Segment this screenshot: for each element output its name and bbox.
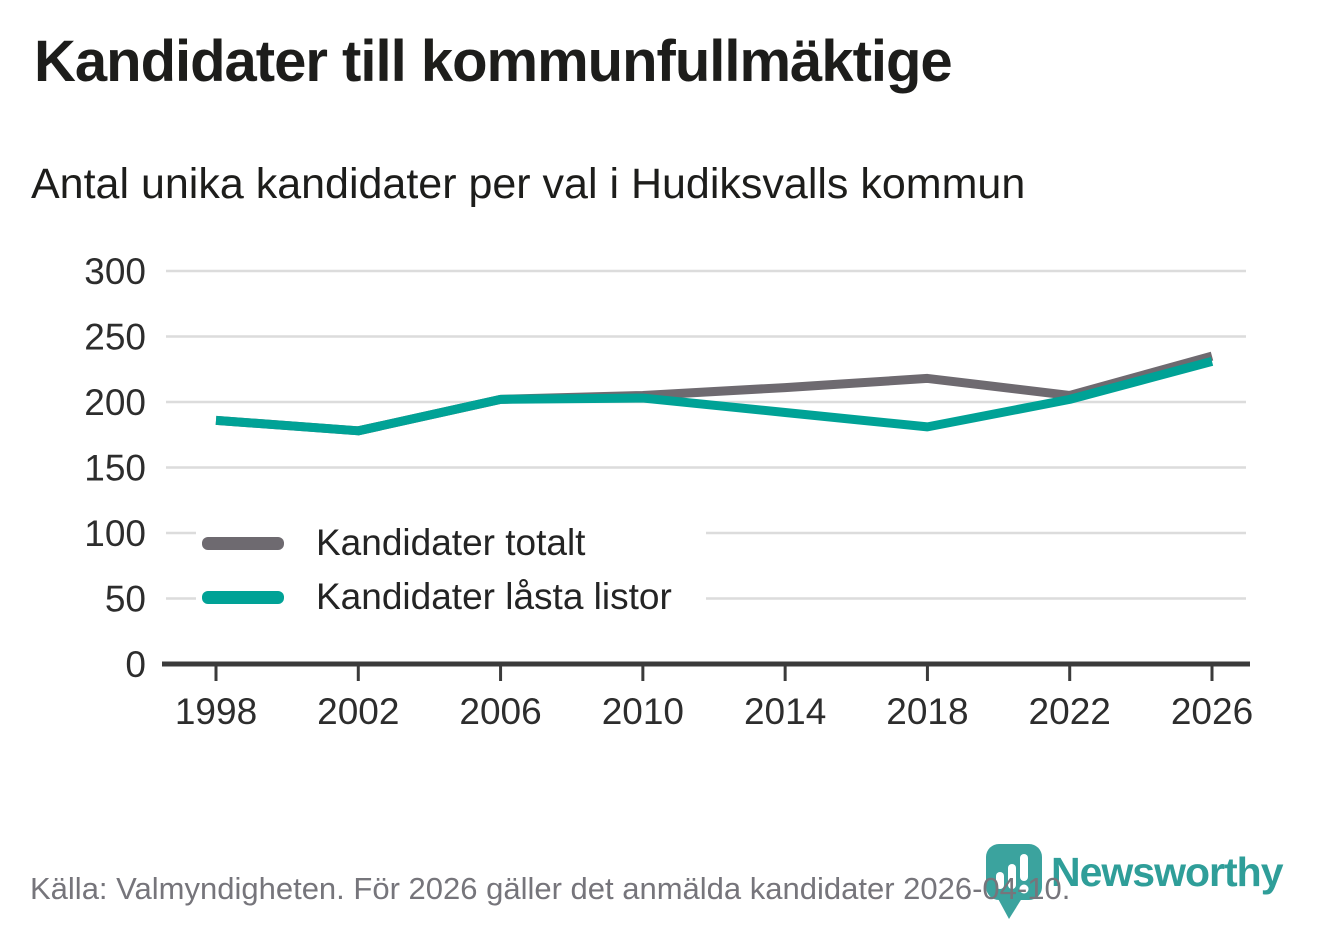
data-lines (215, 351, 1214, 436)
x-tick-label: 2018 (886, 691, 968, 732)
line-chart-canvas: 0 50 100 150 200 250 300 1998 2002 2006 2010 2014 20… (84, 251, 1253, 732)
legend-item-lasta-listor: Kandidater låsta listor (202, 576, 672, 618)
x-axis (162, 661, 1250, 681)
legend-item-totalt: Kandidater totalt (202, 522, 672, 564)
y-tick-label: 150 (84, 448, 146, 489)
legend-label-totalt: Kandidater totalt (316, 522, 586, 563)
line-kandidater-lasta-listor (215, 357, 1214, 436)
newsworthy-wordmark: Newsworthy (1051, 849, 1283, 895)
y-tick-label: 250 (84, 317, 146, 358)
logo-exclamation-dot (1019, 884, 1029, 894)
y-tick-label: 200 (84, 382, 146, 423)
x-tick-label: 2002 (317, 691, 399, 732)
x-axis-labels: 1998 2002 2006 2010 2014 2018 2022 2026 (175, 691, 1253, 732)
page-title: Kandidater till kommunfullmäktige (34, 29, 953, 94)
x-tick-label: 2022 (1029, 691, 1111, 732)
x-tick-label: 1998 (175, 691, 257, 732)
x-tick-label: 2010 (602, 691, 684, 732)
legend-swatch-totalt (202, 536, 284, 550)
y-axis-labels: 0 50 100 150 200 250 300 (84, 251, 146, 685)
newsworthy-logo: Newsworthy (985, 843, 1283, 921)
y-tick-label: 50 (105, 579, 146, 620)
page-subtitle: Antal unika kandidater per val i Hudiksv… (31, 160, 1026, 208)
logo-bar-short (996, 872, 1004, 889)
logo-exclamation-bar (1020, 854, 1028, 881)
y-tick-label: 100 (84, 513, 146, 554)
chart-legend: Kandidater totalt Kandidater låsta listo… (196, 516, 706, 628)
x-tick-label: 2006 (459, 691, 541, 732)
logo-bar-tall (1008, 864, 1016, 889)
newsworthy-logo-icon (986, 844, 1042, 919)
x-tick-label: 2026 (1171, 691, 1253, 732)
x-tick-label: 2014 (744, 691, 826, 732)
line-kandidater-totalt (215, 351, 1214, 436)
y-tick-label: 0 (125, 644, 146, 685)
legend-label-lasta-listor: Kandidater låsta listor (316, 576, 672, 617)
legend-swatch-lasta-listor (202, 590, 284, 604)
y-tick-label: 300 (84, 251, 146, 292)
source-note: Källa: Valmyndigheten. För 2026 gäller d… (30, 871, 1071, 906)
